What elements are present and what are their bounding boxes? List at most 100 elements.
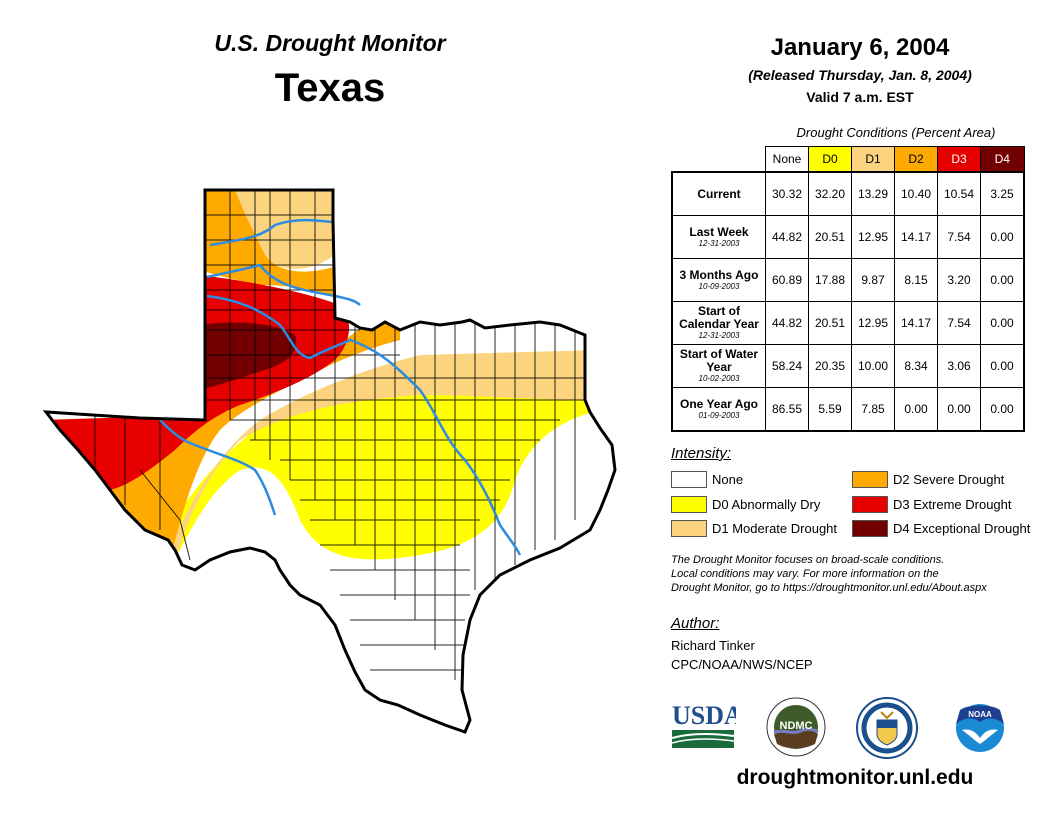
row-label: Current <box>671 171 766 216</box>
table-row: 3 Months Ago 10-09-2003 60.89 17.88 9.87 8.15… <box>671 258 1025 302</box>
author-name: Richard Tinker <box>671 638 755 653</box>
canadian-river <box>209 218 333 247</box>
table-cell-d1: 12.95 <box>851 301 895 345</box>
author-heading: Author: <box>671 615 720 632</box>
legend-item-d0: D0 Abnormally Dry <box>671 496 820 513</box>
table-row: Start of Calendar Year 12-31-2003 44.82 20.… <box>671 301 1025 345</box>
table-cell-none: 30.32 <box>765 171 809 216</box>
table-cell-d2: 10.40 <box>894 171 938 216</box>
table-row: One Year Ago 01-09-2003 86.55 5.59 7.85 0.00 0… <box>671 387 1025 432</box>
legend-label: None <box>712 472 744 487</box>
table-cell-d0: 17.88 <box>808 258 852 302</box>
row-date: 01-09-2003 <box>698 410 740 420</box>
website-link[interactable]: droughtmonitor.unl.edu <box>736 766 974 789</box>
legend-label: D2 Severe Drought <box>893 472 1005 487</box>
legend-swatch-d2 <box>852 471 888 488</box>
legend-item-d4: D4 Exceptional Drought <box>852 520 1030 537</box>
conditions-caption: Drought Conditions (Percent Area) <box>796 125 996 140</box>
table-row: Current 30.32 32.20 13.29 10.40 10.54 3.25 <box>671 171 1025 216</box>
table-cell-d0: 20.51 <box>808 301 852 345</box>
row-label: Last Week 12-31-2003 <box>671 215 766 259</box>
table-cell-d2: 8.34 <box>894 344 938 388</box>
texas-outline <box>42 188 617 734</box>
noaa-logo: NOAA <box>950 698 1010 758</box>
table-cell-d4: 0.00 <box>980 344 1025 388</box>
release-date: (Released Thursday, Jan. 8, 2004) <box>748 67 972 83</box>
legend-swatch-none <box>671 471 707 488</box>
note-line: Drought Monitor, go to https://droughtmo… <box>671 582 987 594</box>
table-cell-none: 60.89 <box>765 258 809 302</box>
table-cell-d3: 7.54 <box>937 301 981 345</box>
table-cell-d3: 3.06 <box>937 344 981 388</box>
table-cell-none: 58.24 <box>765 344 809 388</box>
legend-swatch-d1 <box>671 520 707 537</box>
header-blank <box>672 146 766 173</box>
noaa-logo-text: NOAA <box>968 710 992 719</box>
note-line: Local conditions may vary. For more info… <box>671 568 939 580</box>
rivers <box>159 218 522 556</box>
table-row: Last Week 12-31-2003 44.82 20.51 12.95 14.17 7… <box>671 215 1025 259</box>
column-header-d2: D2 <box>894 146 938 173</box>
row-label-text: One Year Ago <box>679 396 759 411</box>
row-label: Start of Calendar Year 12-31-2003 <box>671 301 766 345</box>
monitor-title: U.S. Drought Monitor <box>214 30 446 56</box>
column-header-d1: D1 <box>851 146 895 173</box>
d1-region <box>165 350 600 565</box>
note-line: The Drought Monitor focuses on broad-sca… <box>671 554 945 566</box>
author-organization: CPC/NOAA/NWS/NCEP <box>671 657 813 672</box>
row-label-text: 3 Months Ago <box>679 267 759 282</box>
legend-item-d3: D3 Extreme Drought <box>852 496 1012 513</box>
row-label-text: Current <box>697 186 741 201</box>
table-cell-d1: 13.29 <box>851 171 895 216</box>
legend-swatch-d3 <box>852 496 888 513</box>
table-cell-d2: 8.15 <box>894 258 938 302</box>
column-header-d4: D4 <box>980 146 1025 173</box>
legend-label: D0 Abnormally Dry <box>712 497 821 512</box>
table-cell-d1: 12.95 <box>851 215 895 259</box>
table-cell-d4: 0.00 <box>980 215 1025 259</box>
d2-region <box>100 305 400 560</box>
row-label: 3 Months Ago 10-09-2003 <box>671 258 766 302</box>
row-label-text: Last Week <box>689 224 749 239</box>
table-cell-d4: 0.00 <box>980 258 1025 302</box>
commerce-seal-logo <box>856 697 918 759</box>
legend-label: D3 Extreme Drought <box>893 497 1012 512</box>
column-header-none: None <box>765 146 809 173</box>
legend-title: Intensity: <box>671 445 732 462</box>
legend-item-d1: D1 Moderate Drought <box>671 520 837 537</box>
rio-grande-pecos-river <box>159 419 277 516</box>
table-cell-none: 86.55 <box>765 387 809 432</box>
table-header-row: None D0 D1 D2 D3 D4 <box>672 146 1025 173</box>
d4-region <box>200 322 297 390</box>
ndmc-logo: NDMC <box>766 697 826 757</box>
table-cell-d0: 5.59 <box>808 387 852 432</box>
table-cell-d0: 32.20 <box>808 171 852 216</box>
brazos-river <box>206 294 522 556</box>
usda-logo: USDA <box>671 701 736 748</box>
row-date: 12-31-2003 <box>698 238 740 248</box>
row-date: 12-31-2003 <box>698 331 740 340</box>
row-date: 10-09-2003 <box>698 281 740 291</box>
legend-item-none: None <box>671 471 743 488</box>
county-lines <box>94 190 600 680</box>
legend-label: D4 Exceptional Drought <box>893 521 1031 536</box>
table-cell-d2: 0.00 <box>894 387 938 432</box>
row-label: One Year Ago 01-09-2003 <box>671 387 766 432</box>
table-cell-none: 44.82 <box>765 301 809 345</box>
column-header-d0: D0 <box>808 146 852 173</box>
table-cell-none: 44.82 <box>765 215 809 259</box>
row-label-text: Start of Calendar Year <box>679 304 759 331</box>
table-cell-d2: 14.17 <box>894 301 938 345</box>
table-cell-d0: 20.51 <box>808 215 852 259</box>
table-cell-d3: 10.54 <box>937 171 981 216</box>
region-title: Texas <box>274 66 386 110</box>
table-cell-d4: 0.00 <box>980 301 1025 345</box>
table-cell-d3: 7.54 <box>937 215 981 259</box>
ndmc-logo-text: NDMC <box>780 720 813 732</box>
valid-time: Valid 7 a.m. EST <box>806 89 914 105</box>
row-date: 10-02-2003 <box>698 374 740 383</box>
drought-conditions-table: None D0 D1 D2 D3 D4 Current 30.32 32.20 13.… <box>671 146 1025 432</box>
table-cell-d0: 20.35 <box>808 344 852 388</box>
legend-item-d2: D2 Severe Drought <box>852 471 1004 488</box>
texas-drought-map <box>42 188 617 734</box>
